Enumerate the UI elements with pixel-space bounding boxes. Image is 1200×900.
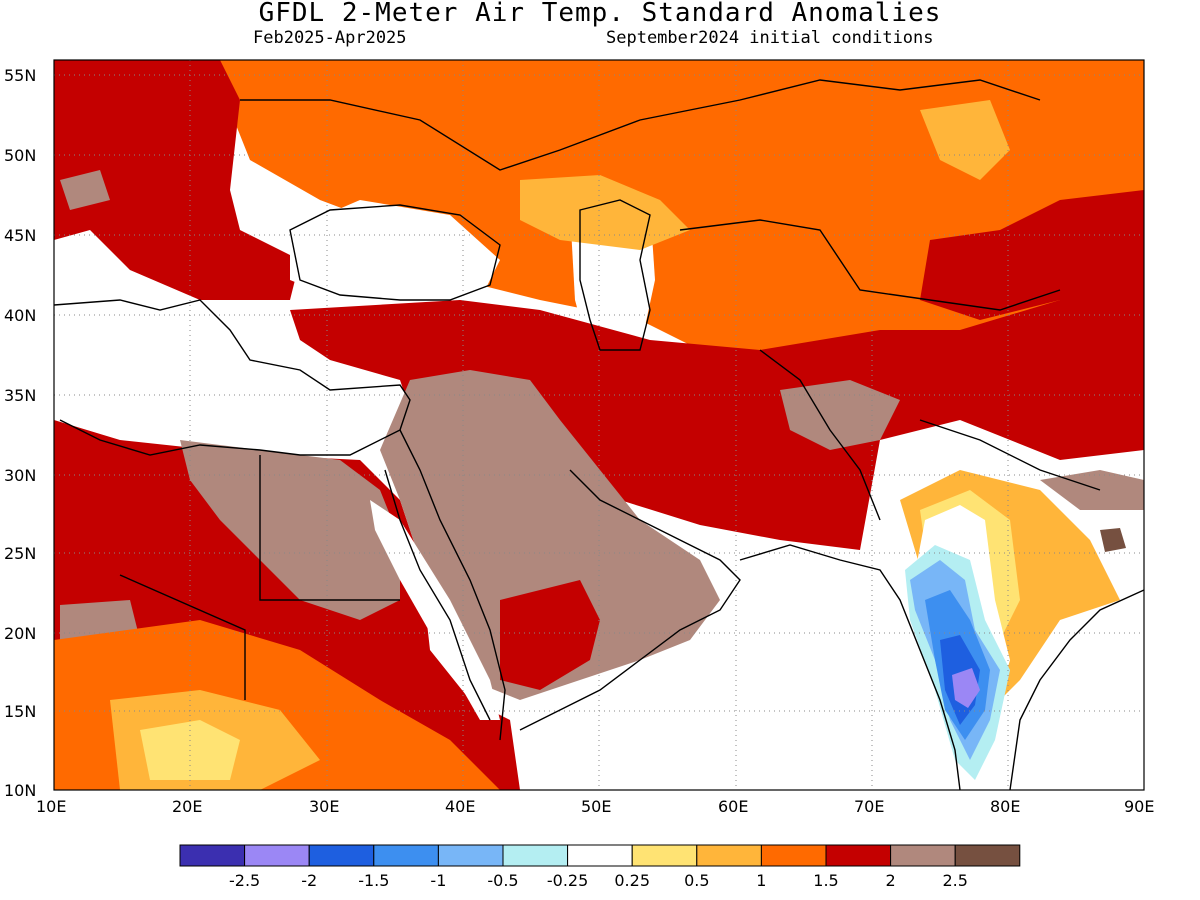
- region-red-middleeast: [290, 290, 1144, 550]
- period-label: Feb2025-Apr2025: [253, 28, 407, 48]
- region-red-yemen: [500, 580, 600, 690]
- colorbar-swatch: [954, 844, 1021, 867]
- region-brown-bengal: [1040, 470, 1144, 510]
- lon-tick-label: 30E: [309, 797, 339, 816]
- region-brown-sahara: [180, 440, 400, 620]
- colorbar-label: 1.5: [813, 871, 838, 890]
- colorbar-swatch: [760, 844, 827, 867]
- lat-tick-label: 30N: [4, 466, 36, 485]
- colorbar-labels: -2.5 -2 -1.5 -1 -0.5 -0.25 0.25 0.5 1 1.5 2 2.5: [229, 871, 968, 890]
- region-brown-eu: [60, 170, 110, 210]
- region-white-arabian-sea: [520, 560, 990, 790]
- region-lightorange-kazakh: [520, 175, 690, 250]
- map-title: GFDL 2-Meter Air Temp. Standard Anomalie…: [258, 0, 942, 28]
- colorbar: [179, 844, 1021, 867]
- colorbar-label: 1: [756, 871, 766, 890]
- colorbar-swatch: [567, 844, 633, 867]
- lon-axis: 10E 20E 30E 40E 50E 60E 70E 80E 90E: [36, 797, 1154, 816]
- plot-frame: [53, 59, 1145, 791]
- colorbar-swatch: [308, 844, 375, 867]
- colorbar-label: -1.5: [358, 871, 389, 890]
- region-violet-india: [952, 668, 980, 708]
- colorbar-label: -2.5: [229, 871, 260, 890]
- colorbar-swatch: [825, 844, 892, 867]
- lon-tick-label: 50E: [581, 797, 611, 816]
- colorbar-swatch: [373, 844, 439, 867]
- colorbar-swatch: [631, 844, 698, 867]
- lat-tick-label: 10N: [4, 781, 36, 800]
- colorbar-label: 2.5: [942, 871, 967, 890]
- region-darkbrown-bengal: [1100, 528, 1126, 552]
- lon-tick-label: 80E: [990, 797, 1020, 816]
- colorbar-label: -2: [301, 871, 317, 890]
- colorbar-swatch: [179, 844, 246, 867]
- region-brown-arabia: [380, 370, 720, 700]
- colorbar-label: 2: [886, 871, 896, 890]
- lat-tick-label: 55N: [4, 66, 36, 85]
- region-white-bay-of-bengal: [1010, 600, 1144, 790]
- lat-tick-label: 35N: [4, 386, 36, 405]
- colorbar-label: 0.25: [614, 871, 650, 890]
- lat-axis: 55N 50N 45N 40N 35N 30N 25N 20N 15N 10N: [4, 66, 36, 800]
- colorbar-swatch: [437, 844, 504, 867]
- region-white-blacksea: [290, 200, 500, 305]
- lat-tick-label: 45N: [4, 226, 36, 245]
- lat-tick-label: 20N: [4, 624, 36, 643]
- lon-tick-label: 90E: [1124, 797, 1154, 816]
- lat-tick-label: 50N: [4, 146, 36, 165]
- lon-tick-label: 60E: [718, 797, 748, 816]
- colorbar-swatch: [502, 844, 569, 867]
- colorbar-swatch: [890, 844, 956, 867]
- colorbar-label: -1: [430, 871, 446, 890]
- lon-tick-label: 20E: [172, 797, 202, 816]
- coastlines: [54, 79, 1144, 790]
- lon-tick-label: 40E: [445, 797, 475, 816]
- region-lightorange-mongolia: [920, 100, 1010, 180]
- lat-tick-label: 25N: [4, 544, 36, 563]
- colorbar-swatch: [696, 844, 762, 867]
- region-white-red-sea: [370, 500, 500, 720]
- lat-tick-label: 40N: [4, 306, 36, 325]
- region-red-china: [920, 190, 1144, 320]
- colorbar-swatch: [244, 844, 310, 867]
- lon-tick-label: 70E: [854, 797, 884, 816]
- lat-tick-label: 15N: [4, 702, 36, 721]
- region-red-europe: [54, 60, 300, 300]
- graticule: [54, 60, 1144, 790]
- colorbar-label: -0.5: [487, 871, 518, 890]
- lon-tick-label: 10E: [36, 797, 66, 816]
- colorbar-label: 0.5: [684, 871, 709, 890]
- init-conditions-label: September2024 initial conditions: [606, 28, 934, 48]
- colorbar-label: -0.25: [547, 871, 588, 890]
